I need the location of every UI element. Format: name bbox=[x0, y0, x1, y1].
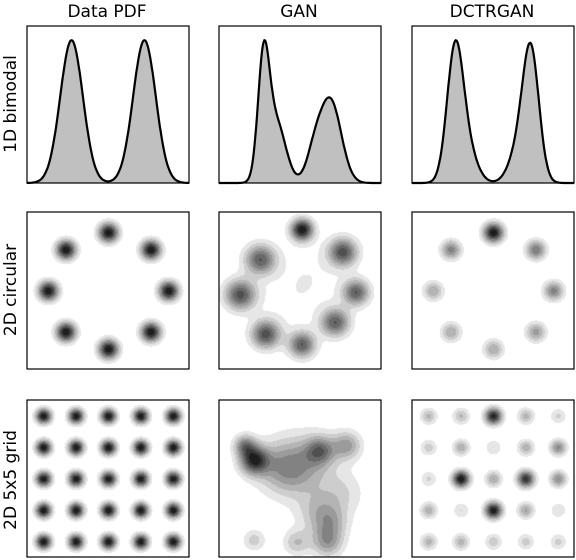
panel-1d-bimodal-dctrgan bbox=[411, 25, 575, 185]
panel-1d-bimodal-data-pdf bbox=[26, 25, 190, 184]
row-label-2d-5x5-grid: 2D 5x5 grid bbox=[1, 430, 21, 530]
panel-frame bbox=[411, 211, 575, 370]
panel-frame bbox=[26, 211, 190, 370]
panel-frame bbox=[218, 399, 382, 558]
row-label-2d-circular: 2D circular bbox=[1, 244, 21, 336]
row-label-1d-bimodal: 1D bimodal bbox=[1, 55, 21, 153]
density-curve bbox=[412, 39, 574, 185]
density-heatmap bbox=[219, 400, 381, 557]
density-heatmap bbox=[27, 212, 189, 369]
panel-frame bbox=[26, 399, 190, 558]
panel-frame bbox=[411, 399, 575, 558]
density-heatmap bbox=[27, 400, 189, 557]
panel-frame bbox=[218, 211, 382, 370]
panel-1d-bimodal-gan bbox=[218, 25, 382, 185]
density-area bbox=[219, 40, 381, 183]
column-title-data-pdf: Data PDF bbox=[67, 2, 146, 22]
panel-2d-5x5-grid-data-pdf bbox=[26, 399, 190, 558]
panel-2d-5x5-grid-dctrgan bbox=[411, 399, 575, 558]
density-area bbox=[412, 40, 574, 183]
density-curve bbox=[219, 38, 381, 185]
panel-2d-5x5-grid-gan bbox=[218, 399, 382, 558]
panel-2d-circular-data-pdf bbox=[26, 211, 190, 370]
panel-2d-circular-gan bbox=[218, 211, 382, 370]
density-heatmap bbox=[412, 400, 574, 557]
panel-frame bbox=[218, 25, 382, 184]
density-curve bbox=[27, 39, 189, 184]
density-area bbox=[27, 40, 189, 183]
density-heatmap bbox=[412, 212, 574, 369]
column-title-gan: GAN bbox=[280, 2, 318, 22]
column-title-dctrgan: DCTRGAN bbox=[450, 2, 535, 22]
panel-frame bbox=[411, 25, 575, 184]
panel-2d-circular-dctrgan bbox=[411, 211, 575, 370]
density-heatmap bbox=[219, 212, 381, 369]
panel-frame bbox=[26, 25, 190, 184]
